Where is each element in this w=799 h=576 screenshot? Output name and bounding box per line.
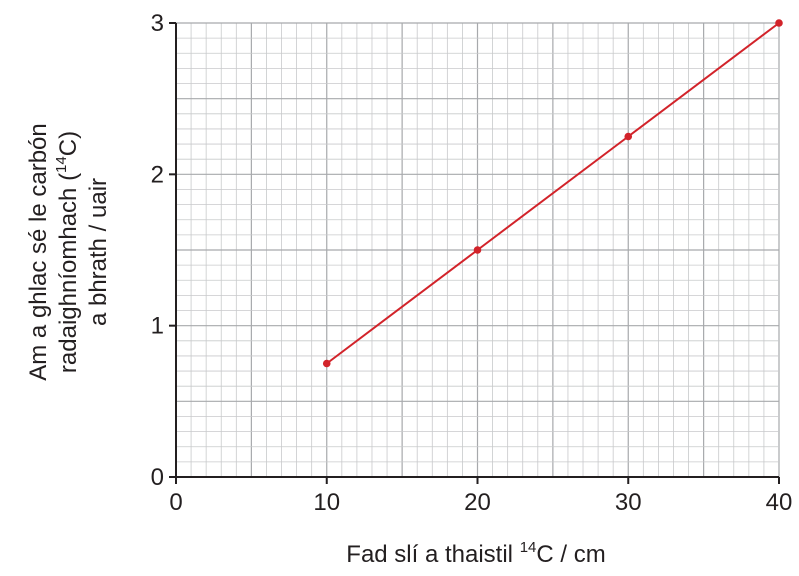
y-axis-title-superscript: 14 — [53, 156, 70, 173]
y-tick-labels: 0 1 2 3 — [151, 10, 176, 491]
data-point — [473, 246, 482, 254]
series-line — [326, 22, 780, 365]
y-axis-title-line-1: Am a ghlac sé le carbón — [25, 123, 52, 380]
data-point — [775, 19, 783, 27]
x-tick-label: 30 — [615, 489, 642, 516]
x-tick-label: 20 — [464, 489, 491, 516]
y-tick-label: 2 — [151, 161, 164, 188]
x-tick-labels: 0 10 20 30 40 — [169, 477, 792, 516]
y-axis-title: Am a ghlac sé le carbón radaighníomhach … — [25, 123, 112, 380]
data-point — [624, 132, 633, 141]
grid — [175, 22, 780, 478]
series — [322, 19, 783, 368]
y-tick-label: 1 — [151, 313, 164, 340]
x-axis-title: Fad slí a thaistil 14C / cm — [346, 539, 605, 568]
y-tick-label: 0 — [151, 464, 164, 491]
y-axis-title-line-2: radaighníomhach (14C) — [53, 131, 82, 373]
x-tick-label: 0 — [169, 489, 182, 516]
y-axis-title-line-3: a bhrath / uair — [85, 178, 112, 326]
x-tick-label: 10 — [313, 489, 340, 516]
x-tick-label: 40 — [766, 489, 793, 516]
x-axis-title-superscript: 14 — [520, 539, 537, 556]
data-point — [322, 359, 331, 368]
y-tick-label: 3 — [151, 10, 164, 37]
